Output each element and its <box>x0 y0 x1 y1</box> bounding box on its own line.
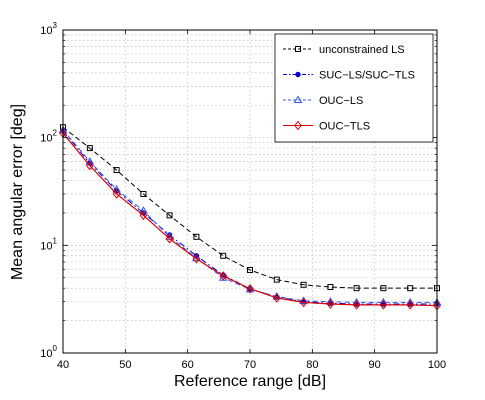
data-point <box>326 299 335 309</box>
x-tick-label: 40 <box>57 359 69 371</box>
x-tick-label: 70 <box>244 359 256 371</box>
data-point <box>112 185 121 193</box>
data-point <box>112 189 121 199</box>
y-tick-base: 10 <box>40 25 52 37</box>
data-point <box>113 167 120 174</box>
data-point <box>220 252 227 259</box>
x-tick-label: 100 <box>428 359 446 371</box>
y-tick-base: 10 <box>40 240 52 252</box>
y-tick-exponent: 3 <box>53 21 58 30</box>
data-point <box>219 271 228 281</box>
legend: unconstrained LS SUC−LS/SUC−TLS OUC−LS OUC−… <box>274 33 434 143</box>
y-tick-label: 103 <box>40 21 57 37</box>
legend-label: OUC−TLS <box>319 121 370 133</box>
legend-label: SUC−LS/SUC−TLS <box>319 70 415 82</box>
series-1 <box>60 124 440 292</box>
data-point <box>353 285 360 292</box>
y-tick-exponent: 2 <box>53 129 58 138</box>
data-point <box>407 285 414 292</box>
data-point <box>139 210 148 221</box>
data-point <box>299 297 308 308</box>
data-point <box>300 281 307 288</box>
y-tick-exponent: 1 <box>53 236 58 245</box>
data-point <box>327 284 334 291</box>
data-point <box>165 233 174 244</box>
y-tick-exponent: 0 <box>53 344 58 353</box>
data-point <box>85 157 95 165</box>
data-point <box>139 206 148 214</box>
data-point <box>406 300 415 310</box>
data-point <box>193 233 200 240</box>
legend-label: OUC−LS <box>319 95 363 107</box>
data-point <box>273 276 280 283</box>
grid <box>63 30 437 353</box>
data-point <box>380 285 387 292</box>
data-point <box>166 212 173 219</box>
legend-item: SUC−LS/SUC−TLS <box>283 70 415 82</box>
data-point <box>272 293 281 303</box>
x-tick-label: 80 <box>306 359 318 371</box>
legend-marker <box>295 46 301 52</box>
legend-box <box>274 33 434 143</box>
series-line <box>62 126 437 289</box>
x-tick-label: 50 <box>119 359 131 371</box>
y-tick-label: 101 <box>40 236 57 252</box>
legend-marker <box>293 95 303 103</box>
data-point <box>247 267 253 274</box>
axis-ticks <box>62 30 438 354</box>
data-point <box>140 190 147 197</box>
legend-marker <box>295 71 301 78</box>
legend-item: unconstrained LS <box>283 44 405 56</box>
y-tick-label: 102 <box>40 129 57 145</box>
data-point <box>86 145 93 152</box>
data-point <box>379 300 388 310</box>
legend-item: OUC−TLS <box>283 121 370 133</box>
x-axis-label: Reference range [dB] <box>174 373 326 390</box>
legend-label: unconstrained LS <box>319 44 405 56</box>
data-point <box>85 160 94 171</box>
data-point <box>352 300 361 310</box>
y-tick-base: 10 <box>40 133 52 145</box>
y-tick-label: 100 <box>40 344 57 360</box>
series-4 <box>59 128 441 311</box>
data-point <box>246 283 254 294</box>
x-tick-label: 90 <box>369 359 381 371</box>
x-tick-label: 60 <box>182 359 194 371</box>
legend-marker <box>294 120 302 131</box>
legend-item: OUC−LS <box>283 95 363 107</box>
data-point <box>192 253 201 264</box>
y-axis-label: Mean angular error [deg] <box>9 104 26 280</box>
series-line <box>62 132 438 307</box>
y-tick-base: 10 <box>40 348 52 360</box>
series-layer <box>58 124 442 311</box>
